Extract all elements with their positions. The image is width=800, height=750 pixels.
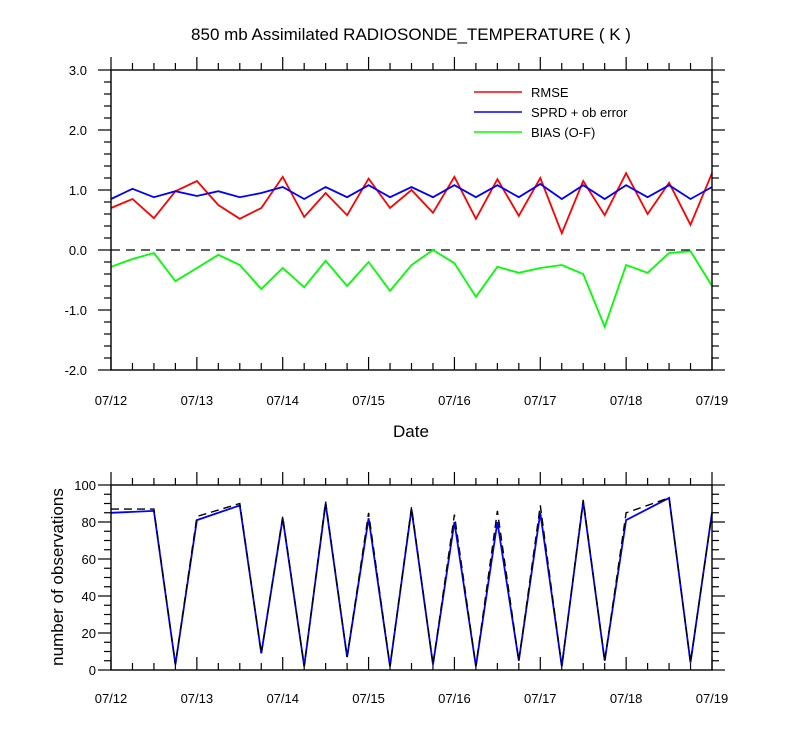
bottom-x-tick-label: 07/14 (266, 691, 299, 706)
x-axis-title: Date (393, 422, 429, 441)
bottom-series-lines (110, 496, 713, 667)
top-x-tick-label: 07/13 (181, 393, 214, 408)
top-y-tick-label: 3.0 (69, 63, 87, 78)
bottom-y-tick-label: 60 (82, 552, 96, 567)
bottom-y-tick-label: 0 (89, 663, 96, 678)
top-y-tick-label: -1.0 (65, 303, 87, 318)
top-x-tick-label: 07/14 (266, 393, 299, 408)
chart-title: 850 mb Assimilated RADIOSONDE_TEMPERATUR… (191, 25, 631, 44)
top-y-tick-label: -2.0 (65, 363, 87, 378)
legend-label-sprd: SPRD + ob error (531, 105, 628, 120)
bottom-x-tick-label: 07/15 (352, 691, 385, 706)
bottom-y-tick-labels: 0 20 40 60 80 100 (74, 478, 96, 678)
bottom-y-tick-label: 100 (74, 478, 96, 493)
bottom-y-tick-label: 20 (82, 626, 96, 641)
top-series-lines (110, 171, 713, 330)
top-x-tick-label: 07/16 (438, 393, 471, 408)
series-line-bias-o-f (110, 248, 713, 330)
top-y-tick-labels: -2.0 -1.0 0.0 1.0 2.0 3.0 (65, 63, 87, 378)
top-y-tick-label: 2.0 (69, 123, 87, 138)
top-x-tick-label: 07/12 (95, 393, 128, 408)
bottom-axes-ticks (98, 472, 725, 671)
legend: RMSE SPRD + ob error BIAS (O-F) (474, 85, 628, 140)
top-plot-frame (110, 69, 713, 371)
top-x-tick-label: 07/15 (352, 393, 385, 408)
bottom-y-tick-label: 80 (82, 515, 96, 530)
series-line-sprd-ob-error (110, 182, 713, 201)
top-y-tick-label: 0.0 (69, 243, 87, 258)
series-line-rmse (110, 171, 713, 236)
legend-label-rmse: RMSE (531, 85, 569, 100)
bottom-series-line-dashed (111, 496, 713, 667)
bottom-x-tick-label: 07/13 (181, 691, 214, 706)
top-x-tick-label: 07/17 (524, 393, 557, 408)
bottom-x-tick-label: 07/19 (696, 691, 729, 706)
bottom-plot-frame (110, 484, 713, 671)
bottom-x-tick-label: 07/17 (524, 691, 557, 706)
top-y-tick-label: 1.0 (69, 183, 87, 198)
top-axes-ticks (98, 57, 725, 371)
bottom-x-tick-label: 07/18 (610, 691, 643, 706)
top-x-tick-label: 07/18 (610, 393, 643, 408)
top-x-tick-label: 07/19 (696, 393, 729, 408)
legend-label-bias: BIAS (O-F) (531, 125, 595, 140)
bottom-y-tick-label: 40 (82, 589, 96, 604)
y-axis-title-observations: number of observations (48, 488, 67, 666)
bottom-series-line-solid (110, 496, 713, 667)
bottom-x-tick-label: 07/12 (95, 691, 128, 706)
top-x-tick-labels: 07/12 07/13 07/14 07/15 07/16 07/17 07/18 07/19 (95, 393, 729, 408)
top-chart: 850 mb Assimilated RADIOSONDE_TEMPERATUR… (65, 25, 729, 441)
bottom-x-tick-labels: 07/12 07/13 07/14 07/15 07/16 07/17 07/18 07/19 (95, 691, 729, 706)
bottom-x-tick-label: 07/16 (438, 691, 471, 706)
